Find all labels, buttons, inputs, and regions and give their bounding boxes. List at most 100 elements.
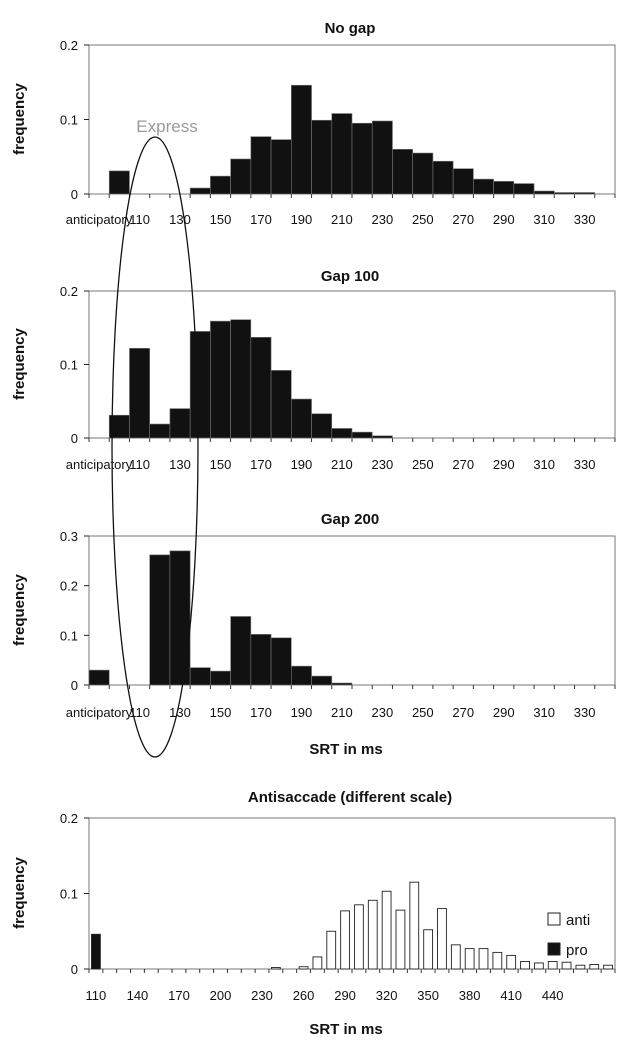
anti-bar [533, 962, 544, 970]
anti-bar [520, 961, 530, 970]
histogram-bar [432, 160, 454, 195]
histogram-bar [331, 428, 353, 439]
histogram-bar [149, 423, 171, 439]
plot-area-frame [88, 817, 616, 970]
histogram-bar [371, 120, 393, 195]
y-tick-label: 0.1 [60, 358, 78, 373]
x-tick-label: 230 [371, 212, 393, 227]
histogram-bar [351, 122, 373, 195]
x-tick-label: 130 [169, 457, 191, 472]
histogram-bar [270, 139, 292, 195]
x-tick-label: 150 [210, 457, 232, 472]
histogram-bar [452, 168, 474, 195]
anti-bar [395, 909, 406, 970]
express-annotation: Express [136, 117, 197, 136]
x-tick-label: 150 [210, 212, 232, 227]
x-tick-label: 250 [412, 212, 434, 227]
pro-bar [91, 933, 101, 970]
histogram-bar [291, 398, 312, 439]
x-tick-label: anticipatory [66, 705, 133, 720]
anti-bar [561, 961, 572, 970]
x-tick-label: 130 [169, 705, 191, 720]
x-tick-label: 190 [291, 212, 313, 227]
x-tick-label: 250 [412, 705, 434, 720]
x-tick-label: 440 [542, 988, 564, 1003]
x-tick-label: 290 [493, 457, 515, 472]
anti-bar [298, 966, 309, 970]
anti-bar [437, 908, 447, 970]
histogram-bar [250, 337, 272, 439]
chart-title: Gap 200 [321, 511, 379, 528]
histogram-bar [230, 319, 252, 439]
histogram-bar [210, 320, 231, 439]
x-tick-label: 330 [574, 212, 596, 227]
y-tick-label: 0.2 [60, 38, 78, 53]
x-tick-label: 190 [291, 457, 313, 472]
histogram-bar [473, 178, 494, 195]
anti-bar [381, 890, 392, 970]
histogram-bar [554, 192, 575, 195]
x-tick-label: 250 [412, 457, 434, 472]
x-tick-label: 130 [169, 212, 191, 227]
x-tick-label: 230 [251, 988, 273, 1003]
y-tick-label: 0.2 [60, 284, 78, 299]
x-tick-label: 110 [129, 212, 150, 227]
anti-bar [450, 944, 461, 970]
x-axis-title: SRT in ms [309, 1021, 382, 1038]
anti-bar [492, 951, 503, 970]
histogram-bar [291, 665, 312, 686]
x-tick-label: 270 [452, 705, 474, 720]
x-tick-label: 270 [452, 212, 474, 227]
y-tick-label: 0.1 [60, 887, 78, 902]
histogram-bar [230, 158, 252, 195]
y-tick-label: 0 [71, 678, 78, 693]
x-tick-label: 380 [459, 988, 481, 1003]
x-tick-label: 110 [86, 988, 107, 1003]
y-axis-label: frequency [11, 574, 28, 646]
histogram-bar [513, 183, 535, 195]
x-tick-label: 290 [334, 988, 356, 1003]
histogram-bar [331, 682, 353, 686]
x-tick-label: 210 [331, 705, 353, 720]
histogram-bar [210, 175, 231, 195]
legend-swatch-pro [547, 942, 561, 956]
x-tick-label: 170 [250, 705, 272, 720]
anti-bar [603, 964, 613, 970]
histogram-bar [392, 149, 413, 195]
histogram-bar [270, 637, 292, 686]
histogram-bar [250, 136, 272, 195]
x-tick-label: 230 [371, 457, 393, 472]
x-tick-label: 150 [210, 705, 232, 720]
x-tick-label: anticipatory [66, 457, 133, 472]
x-tick-label: 230 [371, 705, 393, 720]
chart-title: Gap 100 [321, 268, 379, 285]
y-tick-label: 0 [71, 962, 78, 977]
histogram-bar [574, 192, 596, 195]
x-tick-label: 290 [493, 705, 515, 720]
y-axis-label: frequency [11, 83, 28, 155]
histogram-bar [230, 616, 252, 686]
y-tick-label: 0.2 [60, 811, 78, 826]
histogram-bar [270, 370, 292, 439]
x-tick-label: 310 [533, 705, 555, 720]
x-tick-label: 140 [127, 988, 149, 1003]
histogram-bar [371, 435, 393, 439]
histogram-bar [351, 431, 373, 439]
anti-bar [409, 881, 420, 970]
histogram-bar [311, 675, 333, 686]
histogram-bar [88, 669, 110, 686]
y-tick-label: 0 [71, 187, 78, 202]
histogram-bar [169, 550, 191, 686]
x-tick-label: 210 [331, 212, 353, 227]
histogram-bar [291, 84, 312, 195]
x-tick-label: 170 [250, 212, 272, 227]
anti-bar [464, 948, 475, 970]
x-tick-label: 350 [417, 988, 439, 1003]
histogram-bar [149, 554, 171, 686]
histogram-bar [533, 190, 555, 195]
y-tick-label: 0.1 [60, 113, 78, 128]
anti-bar [575, 964, 586, 970]
x-tick-label: 410 [500, 988, 522, 1003]
legend-swatch-anti [547, 912, 561, 926]
